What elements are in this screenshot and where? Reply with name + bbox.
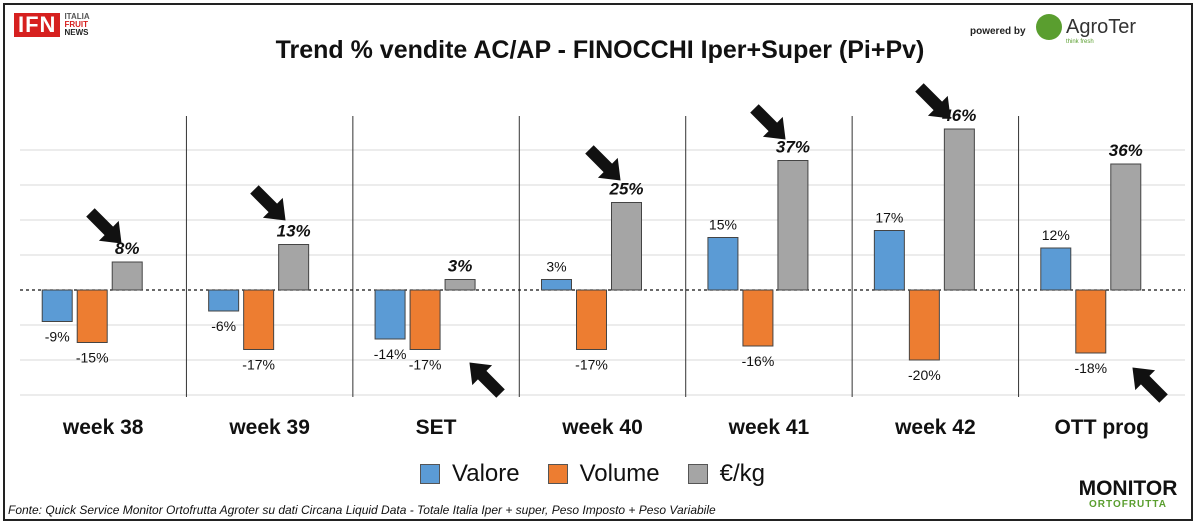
data-label: -18% (1074, 360, 1107, 376)
bar-volume (243, 289, 275, 350)
callout-arrow-icon (1132, 367, 1168, 403)
data-label: -17% (242, 357, 275, 373)
callout-arrow-icon (86, 208, 122, 244)
bar-valore (1040, 247, 1072, 291)
data-label: 12% (1042, 227, 1070, 243)
bar-valore (541, 279, 572, 291)
legend-label-valore: Valore (452, 460, 520, 487)
monitor-logo-line-1: MONITOR (1078, 477, 1178, 500)
bar-kg (611, 202, 642, 291)
data-label: 15% (709, 217, 737, 233)
legend-swatch-valore (420, 464, 440, 484)
ifn-logo: IFN ITALIA FRUIT NEWS (14, 12, 90, 38)
data-label: 3% (546, 259, 566, 275)
chart-legend: Valore Volume €/kg (420, 460, 793, 488)
bar-kg (943, 128, 975, 291)
monitor-ortofrutta-logo: MONITOR ORTOFRUTTA (1068, 478, 1188, 510)
category-label: week 39 (228, 416, 310, 439)
data-label: -20% (908, 367, 941, 383)
source-note: Fonte: Quick Service Monitor Ortofrutta … (8, 503, 716, 517)
callout-arrow-icon (750, 104, 786, 140)
bar-kg (278, 244, 310, 291)
data-label: 17% (875, 210, 903, 226)
bar-volume (409, 289, 441, 350)
data-label: -9% (45, 329, 70, 345)
category-label: SET (416, 416, 457, 439)
agroter-logo: AgroTer think fresh (1036, 14, 1137, 45)
data-label: 46% (941, 106, 976, 125)
bar-volume (908, 289, 940, 361)
ifn-logo-mark: IFN (14, 13, 61, 37)
bar-valore (374, 289, 406, 340)
callout-arrow-icon (469, 362, 505, 398)
data-label: 25% (608, 180, 643, 199)
data-label: 8% (115, 239, 140, 258)
chart-title: Trend % vendite AC/AP - FINOCCHI Iper+Su… (275, 36, 925, 64)
data-label: -17% (575, 357, 608, 373)
bar-volume (576, 289, 607, 350)
data-label: -15% (76, 350, 109, 366)
data-label: 36% (1109, 141, 1143, 160)
category-label: week 38 (62, 416, 144, 439)
agroter-brand: AgroTer (1066, 15, 1137, 38)
agroter-leaf-icon (1036, 14, 1062, 40)
data-label: -14% (374, 346, 407, 362)
legend-label-price: €/kg (719, 460, 766, 487)
legend-swatch-volume (547, 464, 568, 484)
agroter-tagline: think fresh (1066, 39, 1094, 45)
category-label: week 41 (728, 416, 810, 439)
data-label: 3% (448, 257, 473, 276)
bar-volume (742, 289, 774, 347)
chart-frame (3, 3, 1193, 521)
callout-arrow-icon (915, 83, 951, 119)
ifn-logo-line-1: ITALIA (64, 12, 90, 21)
category-label: week 42 (894, 416, 976, 439)
legend-swatch-price (687, 464, 708, 484)
legend-item-price: €/kg (687, 460, 766, 488)
bar-kg (1110, 163, 1142, 291)
bar-valore (707, 237, 739, 291)
ifn-logo-line-2: FRUIT (64, 20, 89, 29)
bar-volume (76, 289, 108, 343)
bar-kg (777, 160, 809, 291)
data-label: -16% (742, 353, 775, 369)
ifn-logo-subtitle: ITALIA FRUIT NEWS (64, 13, 89, 37)
bar-kg (111, 261, 143, 291)
ifn-logo-line-3: NEWS (64, 28, 89, 37)
category-label: week 40 (561, 416, 643, 439)
legend-item-valore: Valore (420, 460, 520, 488)
bar-kg (444, 279, 476, 291)
bar-valore (41, 289, 73, 322)
category-label: OTT prog (1055, 416, 1149, 439)
bar-volume (1075, 289, 1107, 354)
bar-valore (873, 230, 905, 291)
data-label: 37% (776, 138, 810, 157)
data-label: -6% (211, 318, 236, 334)
powered-by-label: powered by (970, 26, 1026, 37)
data-label: 13% (277, 222, 311, 241)
callout-arrow-icon (250, 185, 286, 221)
data-label: -17% (409, 357, 442, 373)
monitor-logo-line-2: ORTOFRUTTA (1089, 499, 1167, 510)
callout-arrow-icon (585, 145, 621, 181)
bar-valore (208, 289, 240, 312)
legend-label-volume: Volume (579, 460, 660, 487)
legend-item-volume: Volume (547, 460, 660, 488)
